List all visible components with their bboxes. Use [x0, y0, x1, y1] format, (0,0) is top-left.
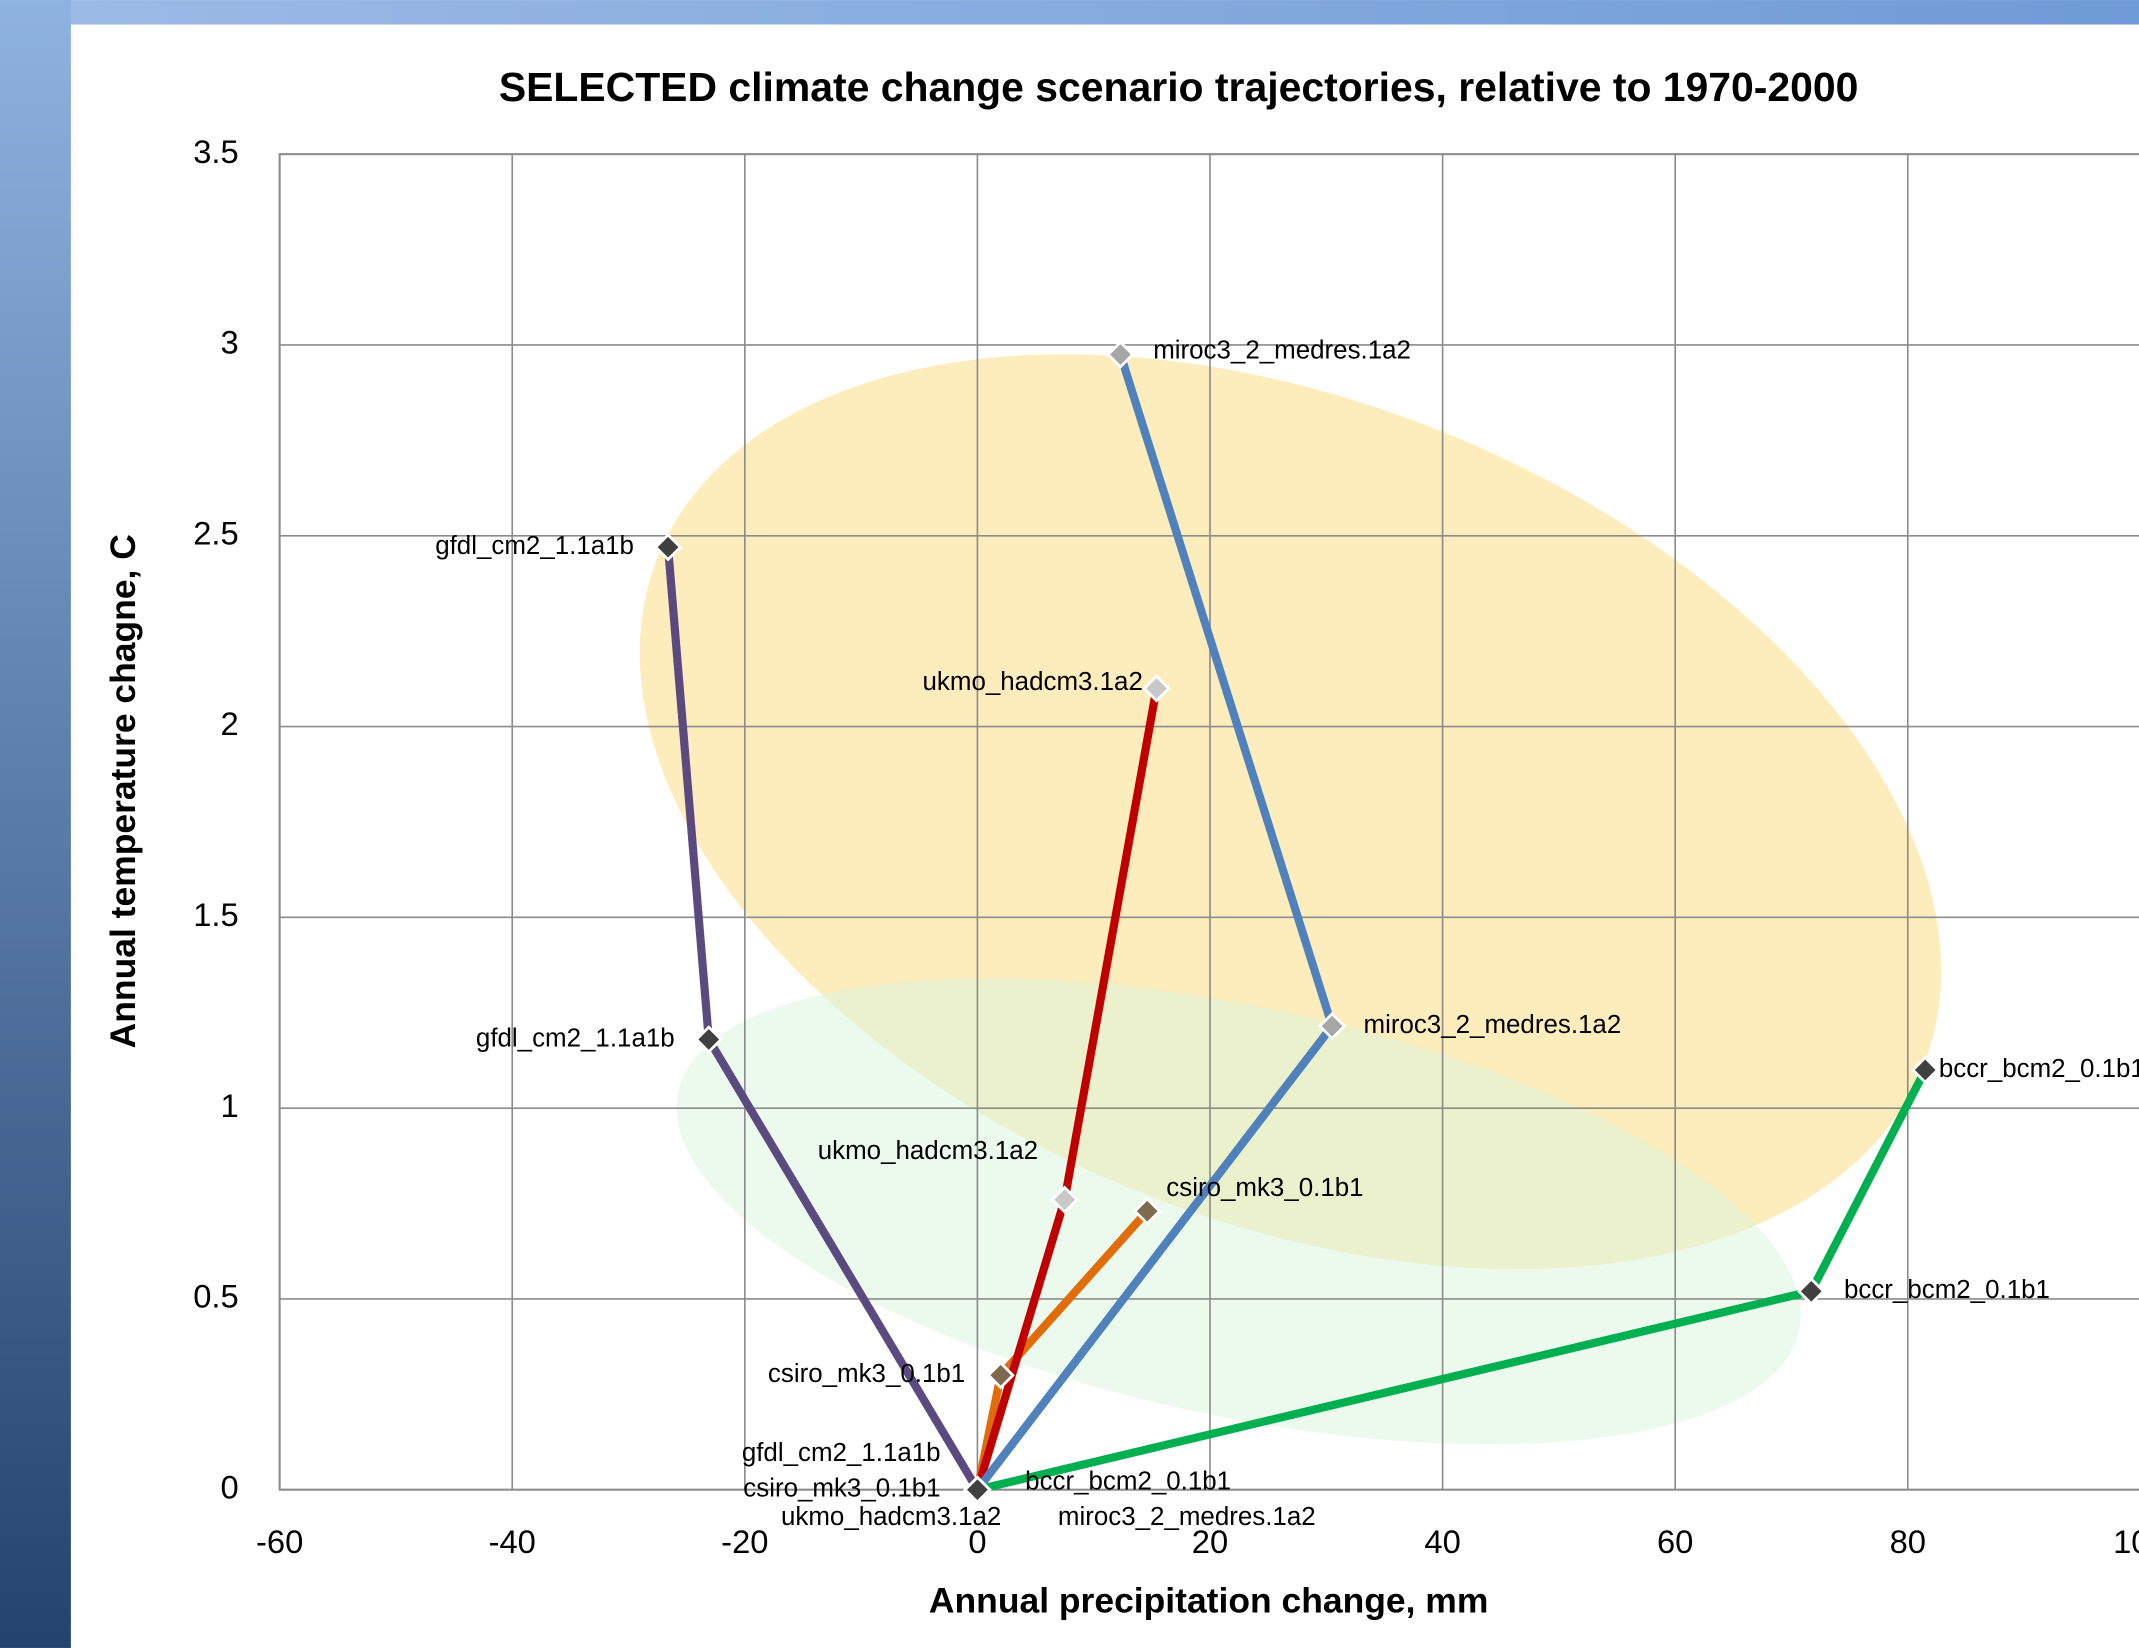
point-label: ukmo_hadcm3.1a2: [818, 1137, 1038, 1165]
y-tick-label: 0.5: [193, 1278, 238, 1315]
point-marker: [694, 1025, 723, 1054]
point-label: gfdl_cm2_1.1a1b: [476, 1024, 675, 1052]
x-tick-label: 60: [1657, 1523, 1693, 1560]
point-marker: [1797, 1277, 1826, 1306]
y-tick-label: 1.5: [193, 896, 238, 933]
point-marker: [1106, 340, 1135, 369]
point-marker: [1133, 1196, 1162, 1226]
point-marker: [963, 1475, 992, 1504]
y-tick-label: 2.5: [193, 514, 238, 551]
left-frame: [0, 0, 71, 1648]
y-tick-label: 0: [221, 1468, 239, 1505]
point-marker: [1050, 1185, 1079, 1214]
point-marker: [986, 1361, 1015, 1390]
point-label: ukmo_hadcm3.1a2: [923, 668, 1143, 696]
point-label: gfdl_cm2_1.1a1b: [742, 1439, 941, 1467]
y-tick-label: 2: [221, 705, 239, 742]
y-axis-label: Annual temperature chagne, C: [103, 534, 143, 1048]
x-tick-label: -40: [489, 1523, 536, 1560]
point-label: ukmo_hadcm3.1a2: [781, 1503, 1001, 1531]
point-label: csiro_mk3_0.1b1: [1166, 1174, 1363, 1202]
x-tick-label: 40: [1424, 1523, 1460, 1560]
y-tick-label: 3: [221, 324, 239, 361]
x-tick-label: 80: [1890, 1523, 1926, 1560]
point-label: miroc3_2_medres.1a2: [1363, 1011, 1621, 1039]
highlight-ellipse: [676, 978, 1801, 1445]
point-label: miroc3_2_medres.1a2: [1058, 1503, 1316, 1531]
plot: 0 0.5 1 1.5 2 2.5 3 3.5 -60 -40 -20 0 20 40 60 80 100 gfd…: [193, 133, 2139, 1560]
x-tick-label: -60: [256, 1523, 303, 1560]
top-frame: [0, 0, 2139, 25]
point-label: miroc3_2_medres.1a2: [1153, 337, 1411, 365]
point-marker: [1142, 674, 1171, 703]
x-axis-label: Annual precipitation change, mm: [929, 1580, 1488, 1620]
point-label: bccr_bcm2_0.1b1: [1025, 1468, 1231, 1496]
point-label: bccr_bcm2_0.1b1: [1844, 1276, 2050, 1304]
chart-title: SELECTED climate change scenario traject…: [499, 64, 1859, 110]
point-marker: [653, 533, 683, 562]
x-tick-label: 100: [2113, 1523, 2139, 1560]
point-label: gfdl_cm2_1.1a1b: [435, 532, 634, 560]
x-tick-label: 20: [1192, 1523, 1228, 1560]
point-label: bccr_bcm2_0.1b1: [1939, 1055, 2139, 1083]
y-tick-label: 1: [221, 1087, 239, 1124]
point-label: csiro_mk3_0.1b1: [743, 1475, 940, 1503]
point-marker: [1317, 1011, 1347, 1041]
y-tick-label: 3.5: [193, 133, 238, 170]
point-marker: [1911, 1055, 1940, 1085]
x-tick-label: -20: [721, 1523, 768, 1560]
x-tick-label: 0: [968, 1523, 986, 1560]
point-label: csiro_mk3_0.1b1: [768, 1360, 965, 1388]
